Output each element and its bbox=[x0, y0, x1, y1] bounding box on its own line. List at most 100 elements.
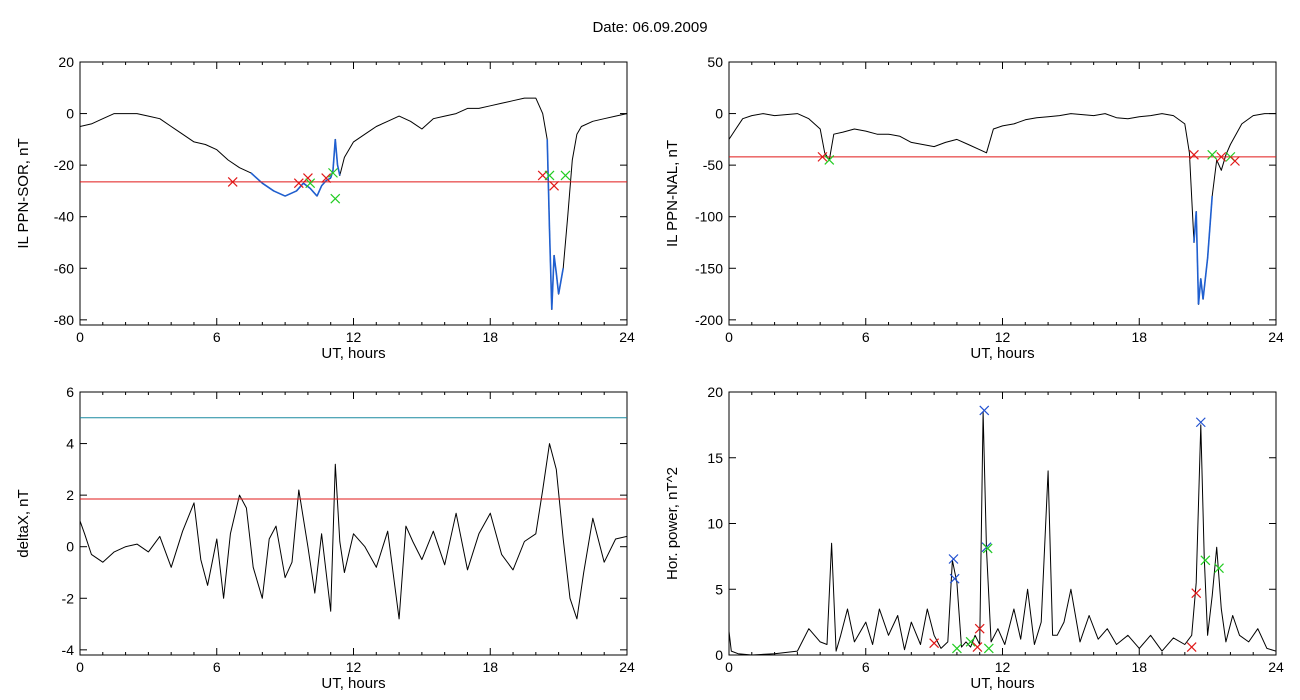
y-tick-label: 0 bbox=[66, 106, 74, 122]
highlight-segment bbox=[1195, 211, 1200, 305]
y-axis-label: Hor. power, nT^2 bbox=[664, 467, 681, 580]
x-tick-label: 0 bbox=[725, 329, 733, 345]
plot-frame bbox=[79, 61, 628, 326]
highlight-segment bbox=[316, 185, 323, 197]
event-marker bbox=[974, 623, 985, 634]
x-tick-label: 18 bbox=[482, 329, 498, 345]
x-tick-label: 12 bbox=[995, 329, 1011, 345]
y-tick-label: -40 bbox=[54, 209, 74, 225]
y-tick-label: 50 bbox=[707, 54, 723, 70]
y-tick-label: 2 bbox=[66, 487, 74, 503]
highlight-segment bbox=[309, 187, 318, 197]
event-marker bbox=[824, 155, 835, 165]
highlight-segment bbox=[284, 190, 297, 197]
event-marker bbox=[1195, 417, 1206, 428]
event-marker bbox=[328, 167, 338, 178]
y-tick-label: -4 bbox=[62, 642, 75, 658]
event-marker bbox=[951, 643, 962, 654]
plot-area bbox=[80, 417, 627, 620]
x-tick-label: 12 bbox=[346, 659, 362, 675]
y-tick-label: -2 bbox=[62, 590, 75, 606]
event-marker bbox=[948, 554, 959, 564]
x-tick-label: 6 bbox=[862, 659, 870, 675]
chart-top-right: 0 6 12 18 24 -200 -150 -100 -50 0 50 UT, hours IL PP… bbox=[664, 54, 1284, 362]
event-marker bbox=[549, 180, 559, 191]
y-tick-label: 0 bbox=[715, 647, 723, 663]
event-marker bbox=[305, 178, 316, 189]
plot-frame bbox=[728, 61, 1277, 326]
highlight-segment bbox=[550, 255, 555, 310]
event-marker bbox=[227, 176, 238, 187]
event-marker bbox=[1230, 156, 1240, 166]
event-marker bbox=[979, 405, 990, 416]
event-marker bbox=[1214, 563, 1224, 574]
x-tick-label: 24 bbox=[619, 659, 635, 675]
x-axis-label: UT, hours bbox=[321, 675, 385, 692]
event-marker bbox=[965, 636, 976, 647]
y-tick-label: 15 bbox=[707, 450, 723, 466]
y-tick-label: -200 bbox=[695, 312, 723, 328]
y-tick-label: 4 bbox=[66, 436, 74, 452]
highlight-segment bbox=[1197, 278, 1202, 305]
x-tick-label: 24 bbox=[1268, 659, 1284, 675]
event-marker bbox=[1186, 642, 1197, 653]
y-tick-label: 0 bbox=[715, 106, 723, 122]
x-tick-label: 12 bbox=[995, 659, 1011, 675]
figure-title: Date: 06.09.2009 bbox=[592, 19, 708, 36]
highlight-segment bbox=[332, 139, 337, 171]
series-line bbox=[80, 97, 627, 310]
highlight-segment bbox=[273, 190, 286, 197]
highlight-segment bbox=[334, 139, 339, 166]
event-marker bbox=[982, 543, 993, 554]
event-marker bbox=[560, 170, 571, 181]
event-marker bbox=[1207, 149, 1218, 160]
highlight-segment bbox=[1206, 196, 1213, 259]
event-marker bbox=[1200, 555, 1211, 566]
x-tick-label: 6 bbox=[213, 659, 221, 675]
x-tick-label: 6 bbox=[862, 329, 870, 345]
x-tick-label: 18 bbox=[1131, 659, 1147, 675]
x-axis-label: UT, hours bbox=[970, 675, 1034, 692]
highlight-segment bbox=[1202, 257, 1209, 300]
event-marker bbox=[983, 643, 994, 654]
y-tick-label: -60 bbox=[54, 260, 74, 276]
highlight-segment bbox=[557, 268, 564, 295]
x-tick-label: 12 bbox=[346, 329, 362, 345]
event-marker bbox=[1189, 149, 1199, 160]
highlight-segment bbox=[548, 229, 553, 310]
event-marker bbox=[949, 573, 960, 584]
y-tick-label: 20 bbox=[58, 54, 74, 70]
y-tick-label: -150 bbox=[695, 260, 723, 276]
x-tick-label: 0 bbox=[725, 659, 733, 675]
plot-area bbox=[729, 405, 1276, 655]
y-tick-label: -100 bbox=[695, 209, 723, 225]
x-axis-label: UT, hours bbox=[970, 345, 1034, 362]
y-tick-label: 6 bbox=[66, 384, 74, 400]
highlight-segment bbox=[325, 177, 332, 182]
highlight-segment bbox=[295, 182, 304, 192]
chart-top-left: 0 6 12 18 24 -80 -60 -40 -20 0 20 UT, hours IL PPN-S… bbox=[15, 54, 635, 362]
y-tick-label: 5 bbox=[715, 581, 723, 597]
event-marker bbox=[321, 173, 332, 183]
x-tick-label: 24 bbox=[619, 329, 635, 345]
highlight-segment bbox=[546, 139, 551, 230]
x-tick-label: 0 bbox=[76, 659, 84, 675]
series-line bbox=[729, 411, 1276, 655]
y-axis-label: IL PPN-SOR, nT bbox=[15, 138, 32, 248]
x-tick-label: 18 bbox=[1131, 329, 1147, 345]
event-marker bbox=[817, 151, 828, 162]
series-line bbox=[80, 443, 627, 620]
event-marker bbox=[293, 178, 304, 189]
event-marker bbox=[929, 638, 940, 649]
y-axis-label: deltaX, nT bbox=[15, 489, 32, 557]
y-tick-label: -20 bbox=[54, 157, 74, 173]
y-tick-label: 0 bbox=[66, 539, 74, 555]
series-line bbox=[729, 113, 1276, 305]
plot-frame bbox=[728, 391, 1277, 656]
y-tick-label: 20 bbox=[707, 384, 723, 400]
event-marker bbox=[544, 170, 555, 181]
x-tick-label: 6 bbox=[213, 329, 221, 345]
y-axis-label: IL PPN-NAL, nT bbox=[664, 140, 681, 247]
